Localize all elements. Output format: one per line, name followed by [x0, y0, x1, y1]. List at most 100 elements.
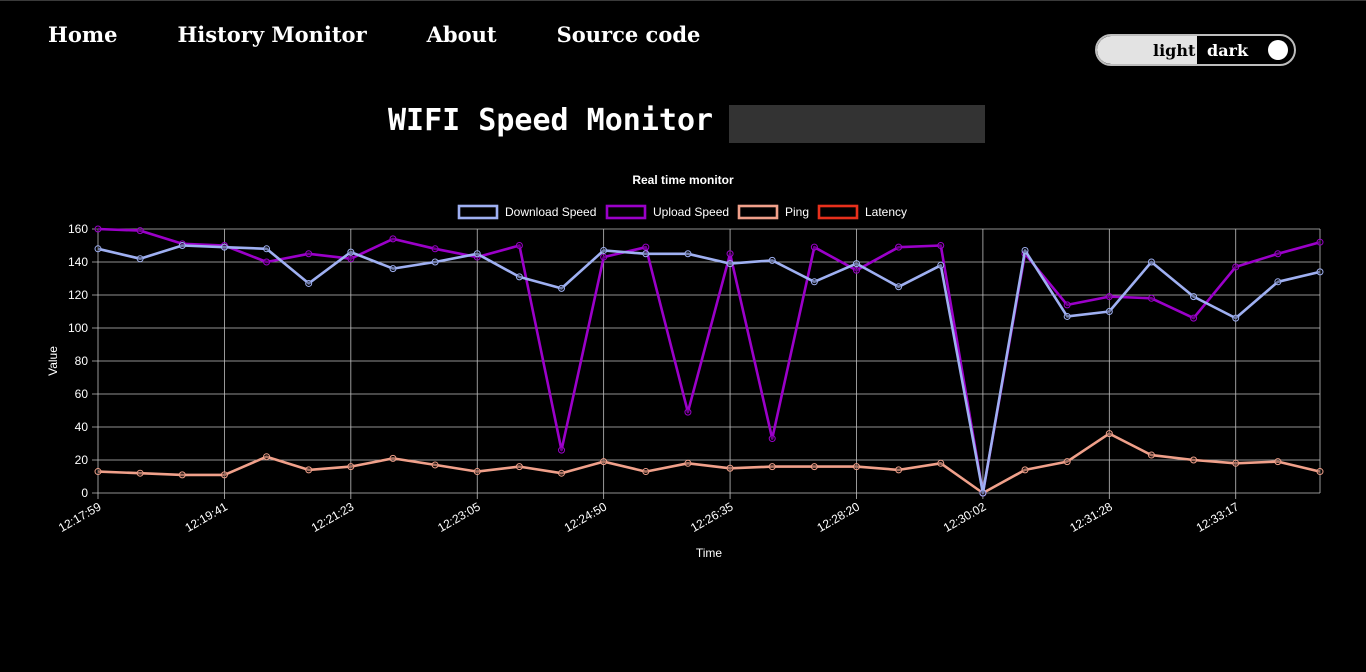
- data-point[interactable]: [642, 250, 650, 258]
- nav-history-monitor-link[interactable]: History Monitor: [177, 22, 367, 47]
- data-point[interactable]: [1063, 301, 1071, 309]
- data-point[interactable]: [684, 250, 692, 258]
- data-point[interactable]: [558, 446, 566, 454]
- data-point[interactable]: [347, 248, 355, 256]
- legend-label[interactable]: Ping: [785, 205, 809, 219]
- data-point[interactable]: [1232, 314, 1240, 322]
- legend-swatch[interactable]: [605, 204, 647, 220]
- data-point[interactable]: [515, 463, 523, 471]
- data-point[interactable]: [1316, 238, 1324, 246]
- data-point[interactable]: [389, 454, 397, 462]
- data-point[interactable]: [1190, 293, 1198, 301]
- data-point[interactable]: [852, 266, 860, 274]
- data-point[interactable]: [937, 261, 945, 269]
- legend-swatch[interactable]: [817, 204, 859, 220]
- data-point[interactable]: [1274, 458, 1282, 466]
- data-point[interactable]: [1021, 246, 1029, 254]
- data-point[interactable]: [389, 235, 397, 243]
- toggle-knob[interactable]: [1268, 40, 1288, 60]
- data-point[interactable]: [937, 242, 945, 249]
- data-point[interactable]: [726, 464, 734, 472]
- data-point[interactable]: [642, 243, 650, 251]
- data-point[interactable]: [895, 466, 903, 474]
- data-point[interactable]: [94, 245, 102, 253]
- data-point[interactable]: [305, 250, 313, 258]
- data-point[interactable]: [431, 461, 439, 469]
- data-point[interactable]: [515, 242, 523, 249]
- data-point[interactable]: [558, 284, 566, 292]
- data-point[interactable]: [768, 435, 776, 443]
- data-point[interactable]: [852, 463, 860, 471]
- data-point[interactable]: [1147, 294, 1155, 302]
- data-point[interactable]: [136, 255, 144, 263]
- data-point[interactable]: [726, 260, 734, 268]
- data-point[interactable]: [1021, 466, 1029, 474]
- data-point[interactable]: [515, 273, 523, 281]
- data-point[interactable]: [220, 471, 228, 479]
- data-point[interactable]: [558, 469, 566, 477]
- data-point[interactable]: [1147, 258, 1155, 266]
- data-point[interactable]: [305, 279, 313, 287]
- data-point[interactable]: [895, 243, 903, 251]
- data-point[interactable]: [1105, 293, 1113, 301]
- theme-toggle[interactable]: light dark: [1095, 34, 1296, 66]
- data-point[interactable]: [726, 250, 734, 258]
- legend-swatch[interactable]: [737, 204, 779, 220]
- y-tick-label: 80: [75, 354, 89, 368]
- data-point[interactable]: [1316, 268, 1324, 276]
- data-point[interactable]: [684, 459, 692, 467]
- data-point[interactable]: [810, 278, 818, 286]
- nav-source-code-link[interactable]: Source code: [556, 22, 701, 47]
- data-point[interactable]: [768, 256, 776, 264]
- legend-label[interactable]: Latency: [865, 205, 907, 219]
- data-point[interactable]: [1105, 308, 1113, 315]
- data-point[interactable]: [347, 463, 355, 471]
- data-point[interactable]: [347, 255, 355, 263]
- data-point[interactable]: [600, 458, 608, 466]
- data-point[interactable]: [810, 243, 818, 251]
- data-point[interactable]: [94, 225, 102, 233]
- data-point[interactable]: [1190, 314, 1198, 322]
- data-point[interactable]: [136, 469, 144, 477]
- data-point[interactable]: [389, 265, 397, 273]
- legend-label[interactable]: Download Speed: [505, 205, 596, 219]
- data-point[interactable]: [979, 489, 987, 497]
- data-point[interactable]: [1232, 459, 1240, 467]
- data-point[interactable]: [263, 245, 271, 253]
- header-text-box[interactable]: [729, 105, 985, 143]
- data-point[interactable]: [1274, 250, 1282, 258]
- data-point[interactable]: [178, 242, 186, 249]
- data-point[interactable]: [768, 463, 776, 471]
- data-point[interactable]: [94, 468, 102, 476]
- data-point[interactable]: [1063, 458, 1071, 466]
- data-point[interactable]: [1274, 278, 1282, 286]
- data-point[interactable]: [1063, 312, 1071, 320]
- data-point[interactable]: [1105, 430, 1113, 438]
- data-point[interactable]: [810, 463, 818, 471]
- legend-swatch[interactable]: [457, 204, 499, 220]
- data-point[interactable]: [263, 258, 271, 266]
- data-point[interactable]: [1190, 456, 1198, 464]
- data-point[interactable]: [431, 245, 439, 253]
- legend-label[interactable]: Upload Speed: [653, 205, 729, 219]
- data-point[interactable]: [263, 453, 271, 461]
- data-point[interactable]: [642, 468, 650, 476]
- data-point[interactable]: [431, 258, 439, 266]
- data-point[interactable]: [937, 459, 945, 467]
- data-point[interactable]: [895, 283, 903, 291]
- data-point[interactable]: [684, 408, 692, 416]
- data-point[interactable]: [600, 246, 608, 254]
- data-point[interactable]: [473, 250, 481, 258]
- data-point[interactable]: [600, 253, 608, 261]
- data-point[interactable]: [220, 243, 228, 251]
- data-point[interactable]: [178, 471, 186, 479]
- data-point[interactable]: [852, 260, 860, 268]
- data-point[interactable]: [1147, 451, 1155, 459]
- data-point[interactable]: [1316, 468, 1324, 476]
- data-point[interactable]: [473, 468, 481, 476]
- data-point[interactable]: [305, 466, 313, 474]
- data-point[interactable]: [1232, 263, 1240, 271]
- nav-home-link[interactable]: Home: [48, 22, 118, 47]
- data-point[interactable]: [136, 227, 144, 235]
- nav-about-link[interactable]: About: [426, 22, 497, 47]
